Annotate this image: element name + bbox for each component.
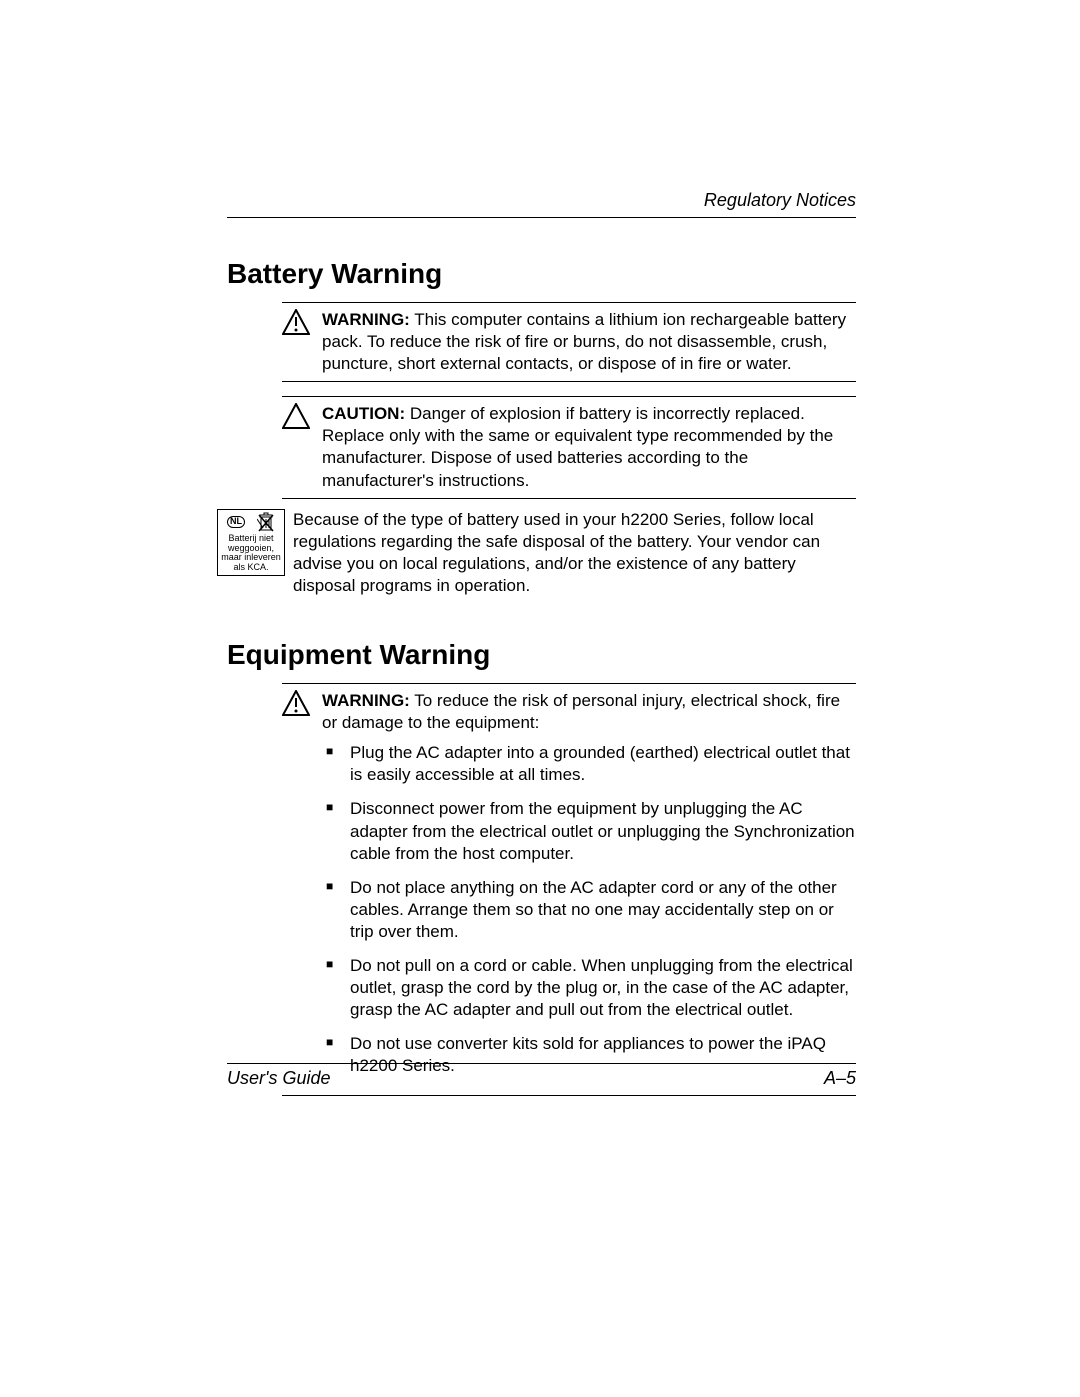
- list-item: Plug the AC adapter into a grounded (ear…: [350, 742, 856, 786]
- page-content: Regulatory Notices Battery Warning WARNI…: [227, 190, 856, 1096]
- nl-disposal-box: NL Batterij nie: [217, 509, 285, 577]
- warning-label: WARNING:: [322, 691, 410, 710]
- warning-triangle-exclaim-icon: [282, 690, 312, 716]
- equipment-warning-text: WARNING: To reduce the risk of personal …: [322, 690, 856, 1089]
- page-footer: User's Guide A–5: [227, 1063, 856, 1089]
- battery-disposal-block: NL Batterij nie: [227, 509, 856, 597]
- warning-text: WARNING: This computer contains a lithiu…: [322, 309, 856, 375]
- disposal-text: Because of the type of battery used in y…: [293, 509, 856, 597]
- footer-left: User's Guide: [227, 1068, 330, 1089]
- caution-text: CAUTION: Danger of explosion if battery …: [322, 403, 856, 491]
- list-item: Do not place anything on the AC adapter …: [350, 877, 856, 943]
- warning-list: Plug the AC adapter into a grounded (ear…: [322, 742, 856, 1077]
- divider: [282, 498, 856, 499]
- equipment-warning-block: WARNING: To reduce the risk of personal …: [282, 684, 856, 1095]
- document-page: Regulatory Notices Battery Warning WARNI…: [0, 0, 1080, 1397]
- footer-right: A–5: [824, 1068, 856, 1089]
- warning-block: WARNING: This computer contains a lithiu…: [282, 303, 856, 381]
- warning-label: WARNING:: [322, 310, 410, 329]
- warning-triangle-exclaim-icon: [282, 309, 312, 335]
- caution-label: CAUTION:: [322, 404, 405, 423]
- list-item: Do not pull on a cord or cable. When unp…: [350, 955, 856, 1021]
- nl-badge: NL: [227, 516, 245, 528]
- caution-triangle-icon: [282, 403, 312, 429]
- running-header: Regulatory Notices: [227, 190, 856, 218]
- section-heading-equipment: Equipment Warning: [227, 639, 856, 671]
- crossed-bin-icon: [257, 512, 275, 532]
- nl-caption: Batterij niet weggooien, maar inleveren …: [219, 534, 283, 574]
- list-item: Disconnect power from the equipment by u…: [350, 798, 856, 864]
- caution-block: CAUTION: Danger of explosion if battery …: [282, 397, 856, 497]
- section-heading-battery: Battery Warning: [227, 258, 856, 290]
- divider: [282, 1095, 856, 1096]
